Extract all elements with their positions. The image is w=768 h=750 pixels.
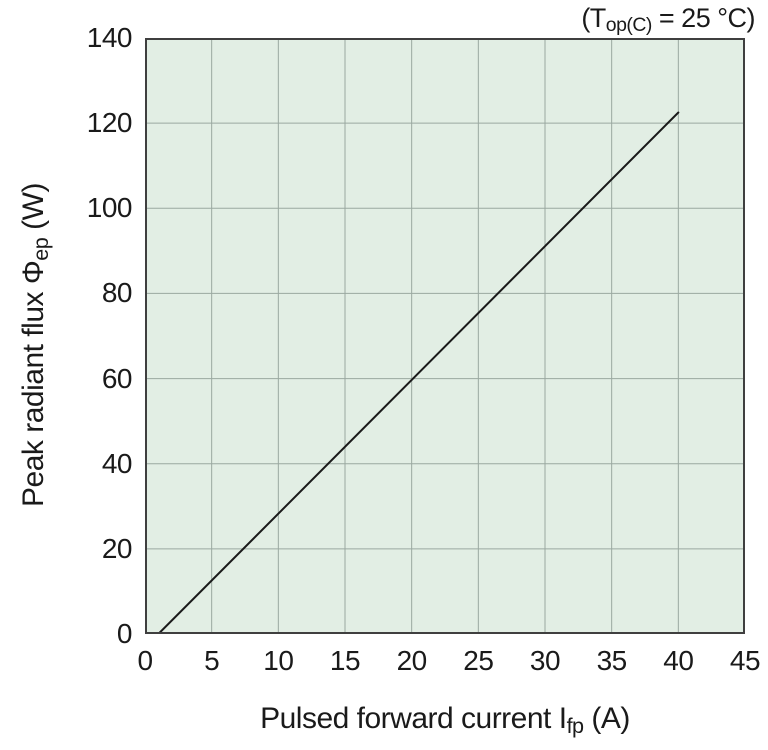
x-tick-label: 5 xyxy=(204,645,220,676)
annotation-text-pre: (T xyxy=(581,3,606,33)
chart-canvas xyxy=(145,38,745,635)
y-axis-label-post: (W) xyxy=(17,183,50,238)
annotation-text-post: = 25 °C) xyxy=(651,3,756,33)
y-tick-label: 40 xyxy=(101,447,133,479)
plot-background xyxy=(145,38,745,634)
x-tick-label: 35 xyxy=(596,645,628,676)
y-axis-label-pre: Peak radiant flux Φ xyxy=(17,260,50,507)
x-axis-label-pre: Pulsed forward current I xyxy=(260,702,567,735)
x-axis-label-subscript: fp xyxy=(566,712,585,738)
y-tick-label: 100 xyxy=(86,192,133,224)
plot-area xyxy=(145,38,745,635)
y-axis-label: Peak radiant flux Φep (W) xyxy=(14,47,54,643)
x-axis-label-post: (A) xyxy=(583,702,630,735)
y-tick-label: 120 xyxy=(86,107,133,139)
x-tick-label: 45 xyxy=(729,645,761,676)
x-tick-label: 10 xyxy=(263,645,294,676)
y-tick-label: 60 xyxy=(101,362,133,394)
condition-annotation: (Top(C) = 25 °C) xyxy=(581,3,756,37)
x-tick-label: 25 xyxy=(463,645,494,676)
plot-frame xyxy=(145,38,745,634)
y-tick-label: 140 xyxy=(86,22,133,53)
x-tick-label: 40 xyxy=(663,645,694,676)
y-tick-label: 80 xyxy=(101,277,133,309)
x-tick-label: 20 xyxy=(396,645,428,676)
annotation-subscript: op(C) xyxy=(605,14,653,37)
data-line-peak-radiant-flux-vs-pulsed-forward-current xyxy=(157,111,680,635)
y-tick-label: 0 xyxy=(116,618,133,649)
x-tick-label: 30 xyxy=(529,645,561,676)
x-axis-label: Pulsed forward current Ifp (A) xyxy=(145,702,745,738)
x-tick-label: 0 xyxy=(137,645,153,676)
y-tick-label: 20 xyxy=(101,532,133,564)
y-axis-label-subscript: ep xyxy=(27,237,53,261)
x-tick-label: 15 xyxy=(329,645,361,676)
